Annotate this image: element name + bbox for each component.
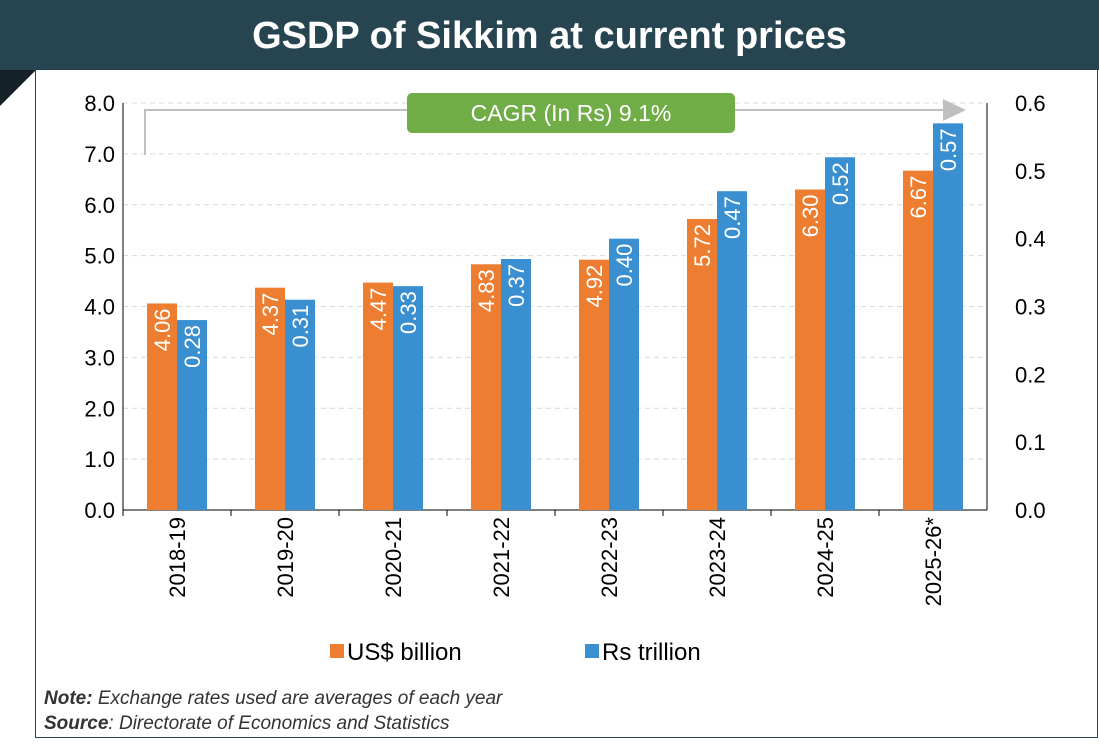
- corner-decoration: [0, 70, 36, 106]
- bar-rs-trillion: [501, 259, 531, 510]
- bar-rs-trillion: [177, 320, 207, 510]
- bar-rs-trillion: [285, 299, 315, 510]
- y2-tick-label: 0.3: [1015, 295, 1046, 320]
- source-text: : Directorate of Economics and Statistic…: [108, 713, 450, 734]
- footnote: Note: Exchange rates used are averages o…: [44, 686, 502, 736]
- y-tick-label: 1.0: [84, 447, 115, 472]
- bar-usd-billion: [471, 264, 501, 510]
- y2-tick-label: 0.0: [1015, 498, 1046, 523]
- note-text: Exchange rates used are averages of each…: [92, 688, 503, 709]
- x-tick-label: 2018-19: [165, 517, 190, 598]
- bar-usd-billion: [579, 259, 609, 510]
- bar-usd-billion: [903, 170, 933, 510]
- y-tick-label: 4.0: [84, 295, 115, 320]
- data-label: 6.30: [798, 194, 823, 237]
- data-label: 4.83: [474, 269, 499, 312]
- x-tick-label: 2023-24: [705, 517, 730, 598]
- bar-rs-trillion: [393, 286, 423, 510]
- x-tick-label: 2020-21: [381, 517, 406, 598]
- y2-tick-label: 0.5: [1015, 159, 1046, 184]
- x-tick-label: 2021-22: [489, 517, 514, 598]
- data-label: 4.47: [366, 288, 391, 331]
- x-tick-label: 2022-23: [597, 517, 622, 598]
- note-label: Note:: [44, 688, 93, 709]
- legend-label: US$ billion: [347, 639, 462, 666]
- data-label: 0.57: [936, 128, 961, 171]
- data-label: 0.37: [504, 264, 529, 307]
- y2-tick-label: 0.4: [1015, 227, 1046, 252]
- y-tick-label: 6.0: [84, 193, 115, 218]
- source-label: Source: [44, 713, 109, 734]
- data-label: 4.06: [150, 308, 175, 351]
- bar-usd-billion: [687, 218, 717, 510]
- bar-usd-billion: [795, 189, 825, 511]
- y-tick-label: 8.0: [84, 91, 115, 116]
- data-label: 5.72: [690, 224, 715, 267]
- chart-title: GSDP of Sikkim at current prices: [0, 0, 1099, 70]
- y-tick-label: 5.0: [84, 244, 115, 269]
- data-label: 0.52: [828, 162, 853, 205]
- legend-label: Rs trillion: [602, 639, 701, 666]
- bar-usd-billion: [255, 287, 285, 510]
- bar-rs-trillion: [933, 123, 963, 510]
- legend-swatch: [330, 644, 344, 658]
- bar-rs-trillion: [717, 191, 747, 510]
- y2-tick-label: 0.2: [1015, 362, 1046, 387]
- x-tick-label: 2019-20: [273, 517, 298, 598]
- data-label: 4.37: [258, 293, 283, 336]
- cagr-label: CAGR (In Rs) 9.1%: [471, 100, 672, 126]
- data-label: 0.40: [612, 244, 637, 287]
- y-tick-label: 0.0: [84, 498, 115, 523]
- data-label: 0.33: [396, 291, 421, 334]
- bar-usd-billion: [147, 303, 177, 510]
- cagr-arrow-head: [943, 99, 966, 121]
- y-tick-label: 7.0: [84, 142, 115, 167]
- y-tick-label: 3.0: [84, 345, 115, 370]
- bar-rs-trillion: [609, 238, 639, 510]
- chart-frame: [35, 70, 1098, 738]
- bar-rs-trillion: [825, 157, 855, 510]
- cagr-box: [407, 93, 735, 133]
- data-label: 4.92: [582, 265, 607, 308]
- data-label: 0.31: [288, 305, 313, 348]
- legend-swatch: [585, 644, 599, 658]
- y-tick-label: 2.0: [84, 396, 115, 421]
- x-tick-label: 2024-25: [813, 517, 838, 598]
- data-label: 0.47: [720, 196, 745, 239]
- data-label: 6.67: [906, 176, 931, 219]
- data-label: 0.28: [180, 325, 205, 368]
- x-tick-label: 2025-26*: [921, 517, 946, 607]
- y2-tick-label: 0.1: [1015, 430, 1046, 455]
- bar-usd-billion: [363, 282, 393, 510]
- y2-tick-label: 0.6: [1015, 91, 1046, 116]
